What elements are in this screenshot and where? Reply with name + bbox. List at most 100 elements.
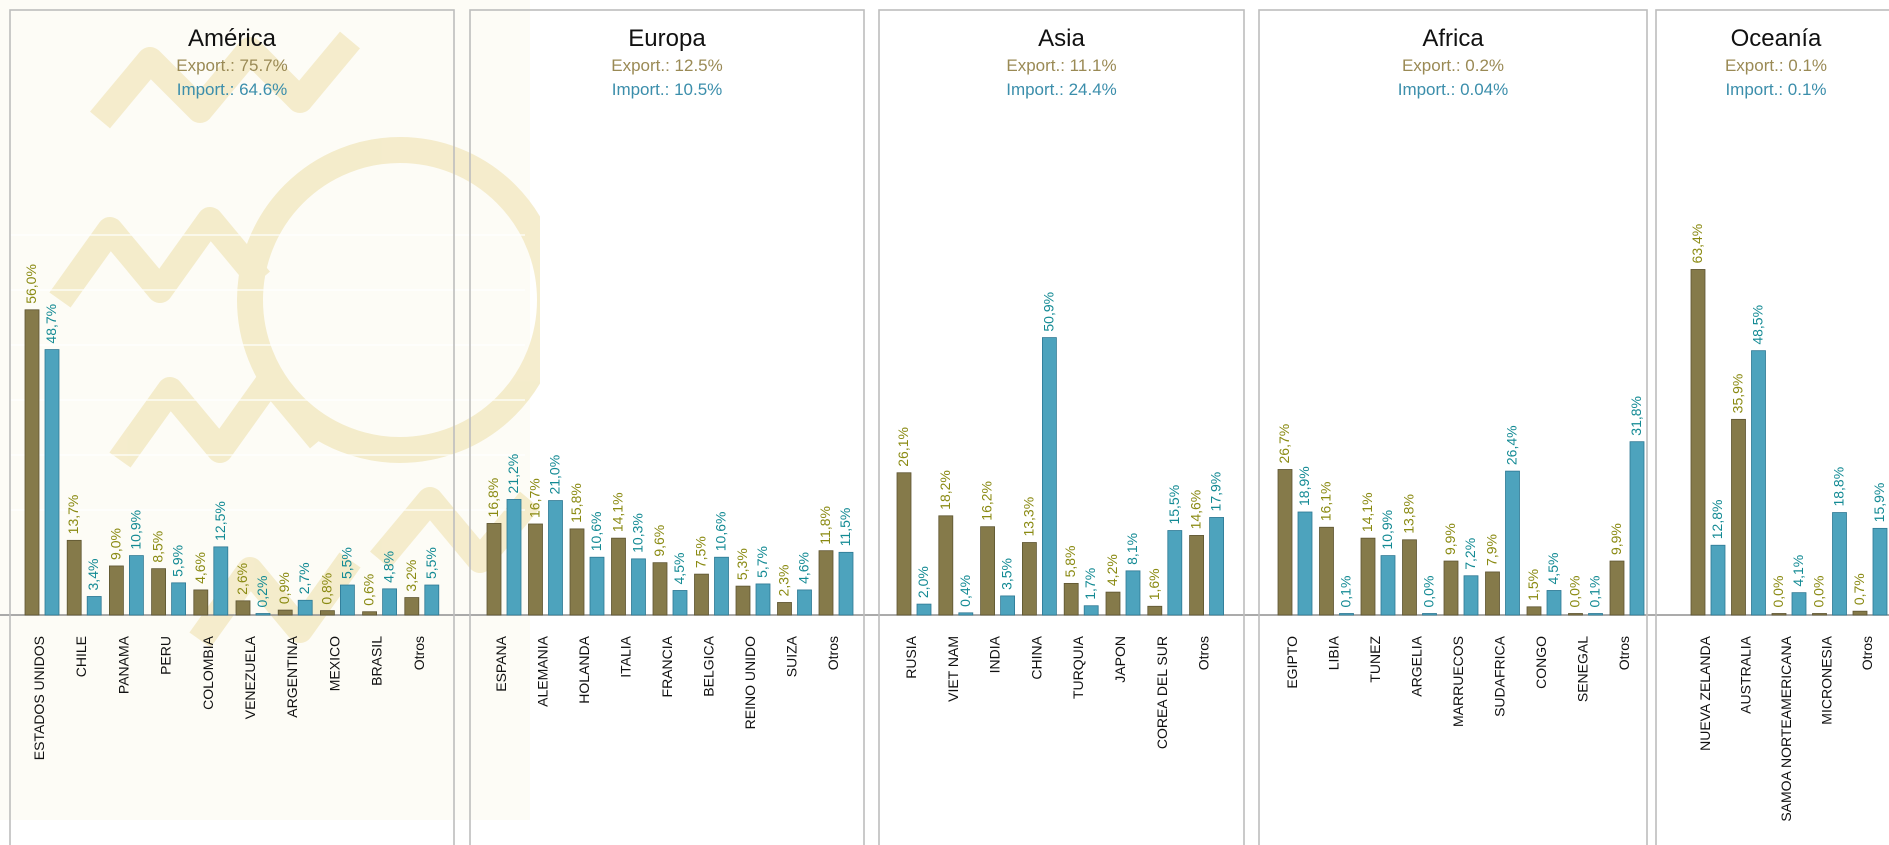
export-bar-suiza: [777, 602, 792, 616]
export-bar-otros: [1189, 535, 1204, 616]
category-tick-label: ESTADOS UNIDOS: [31, 636, 47, 760]
export-value-label: 26,7%: [1276, 424, 1292, 464]
export-bar-otros: [404, 597, 420, 616]
export-share-label: Export.: 0.2%: [1402, 56, 1504, 75]
category-tick-label: PERU: [158, 636, 174, 675]
export-bar-marruecos: [1443, 560, 1459, 616]
import-bar-turquia: [1083, 605, 1099, 616]
import-value-label: 15,5%: [1166, 485, 1182, 525]
export-value-label: 1,5%: [1525, 569, 1541, 601]
import-value-label: 12,8%: [1709, 500, 1725, 540]
import-bar-estados-unidos: [44, 349, 60, 616]
panel-asia: Asia Export.: 11.1% Import.: 24.4% 26,1% 2,0…: [878, 9, 1245, 845]
import-bar-otros: [838, 551, 854, 616]
panel-title: Oceanía: [1731, 25, 1822, 52]
import-value-label: 1,7%: [1082, 568, 1098, 600]
import-value-label: 0,4%: [957, 575, 973, 607]
import-value-label: 10,9%: [1379, 510, 1395, 550]
import-value-label: 3,4%: [85, 559, 101, 591]
export-bar-argelia: [1402, 539, 1417, 616]
category-tick-label: ITALIA: [618, 635, 634, 677]
category-tick-label: Otros: [411, 636, 427, 670]
export-value-label: 9,9%: [1442, 523, 1458, 555]
export-value-label: 14,1%: [1359, 492, 1375, 532]
category-tick-label: MEXICO: [326, 636, 342, 691]
category-tick-label: VENEZUELA: [242, 635, 258, 719]
export-value-label: 56,0%: [23, 264, 39, 304]
category-tick-label: MARRUECOS: [1450, 636, 1466, 727]
export-bar-micronesia: [1812, 613, 1827, 616]
import-bar-australia: [1751, 350, 1766, 616]
export-bar-francia: [652, 562, 668, 616]
export-share-label: Export.: 75.7%: [176, 56, 288, 75]
import-bar-suiza: [797, 589, 812, 616]
import-share-label: Import.: 24.4%: [1006, 80, 1117, 99]
export-share-label: Export.: 12.5%: [611, 56, 723, 75]
import-value-label: 18,8%: [1831, 467, 1847, 507]
import-value-label: 10,3%: [630, 513, 646, 553]
export-value-label: 9,0%: [107, 528, 123, 560]
import-bar-otros: [1872, 527, 1888, 616]
import-bar-rusia: [916, 603, 932, 616]
export-bar-argentina: [277, 609, 293, 616]
import-value-label: 10,6%: [588, 512, 604, 552]
category-tick-label: Otros: [1196, 636, 1212, 670]
import-share-label: Import.: 10.5%: [612, 80, 723, 99]
import-bar-italia: [631, 558, 646, 616]
category-tick-label: SUIZA: [784, 635, 800, 677]
export-value-label: 4,2%: [1104, 554, 1120, 586]
export-value-label: 8,5%: [150, 531, 166, 563]
export-value-label: 16,7%: [527, 478, 543, 518]
export-value-label: 1,6%: [1146, 568, 1162, 600]
panel-frame: [1258, 9, 1648, 845]
import-value-label: 48,7%: [43, 304, 59, 344]
category-tick-label: AUSTRALIA: [1738, 635, 1754, 713]
import-bar-congo: [1546, 590, 1562, 616]
category-tick-label: RUSIA: [903, 635, 919, 678]
export-value-label: 3,2%: [403, 560, 419, 592]
panel-title: América: [188, 25, 277, 52]
import-value-label: 2,0%: [915, 566, 931, 598]
export-bar-nueva-zelanda: [1690, 269, 1706, 616]
import-value-label: 17,9%: [1208, 472, 1224, 512]
export-value-label: 16,2%: [979, 481, 995, 521]
category-tick-label: TURQUIA: [1070, 635, 1086, 699]
export-bar-sudafrica: [1485, 571, 1500, 616]
import-bar-samoa-norteamericana: [1791, 592, 1807, 616]
export-share-label: Export.: 11.1%: [1006, 56, 1116, 75]
import-bar-nueva-zelanda: [1710, 544, 1726, 616]
import-bar-egipto: [1297, 511, 1313, 616]
export-bar-india: [980, 526, 995, 616]
export-bar-otros: [1609, 560, 1625, 616]
category-tick-label: CONGO: [1533, 636, 1549, 689]
import-bar-senegal: [1588, 613, 1603, 616]
import-share-label: Import.: 64.6%: [177, 80, 288, 99]
import-value-label: 18,9%: [1296, 466, 1312, 506]
import-value-label: 3,5%: [999, 558, 1015, 590]
category-tick-label: BRASIL: [369, 636, 385, 686]
category-tick-label: JAPON: [1112, 636, 1128, 683]
export-bar-tunez: [1360, 537, 1376, 616]
import-bar-peru: [171, 582, 187, 616]
import-bar-chile: [86, 596, 102, 616]
import-value-label: 0,2%: [254, 576, 270, 608]
category-tick-label: EGIPTO: [1284, 636, 1300, 689]
export-value-label: 16,8%: [485, 478, 501, 518]
export-bar-estados-unidos: [24, 309, 40, 616]
category-tick-label: COREA DEL SUR: [1154, 636, 1170, 749]
import-value-label: 5,9%: [170, 545, 186, 577]
import-value-label: 21,2%: [505, 454, 521, 494]
category-tick-label: Otros: [825, 636, 841, 670]
export-value-label: 26,1%: [895, 427, 911, 467]
category-tick-label: COLOMBIA: [200, 635, 216, 710]
export-bar-egipto: [1277, 469, 1293, 616]
export-bar-peru: [151, 568, 167, 616]
import-bar-holanda: [589, 556, 605, 616]
export-bar-japon: [1105, 591, 1121, 616]
export-bar-chile: [66, 539, 82, 616]
export-value-label: 0,0%: [1770, 576, 1786, 608]
import-value-label: 4,5%: [1545, 553, 1561, 585]
import-bar-japon: [1125, 570, 1141, 616]
import-value-label: 48,5%: [1750, 305, 1766, 345]
